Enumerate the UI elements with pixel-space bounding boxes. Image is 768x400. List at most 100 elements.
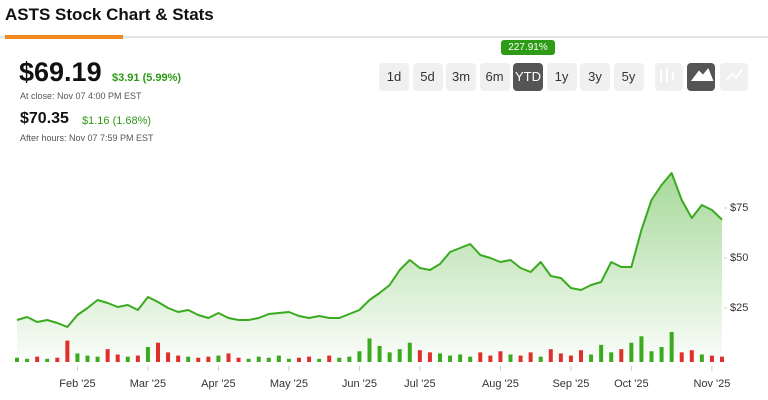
- volume-bar: [176, 355, 181, 362]
- x-tick-label: Nov '25: [693, 378, 730, 390]
- price-change: $3.91 (5.99%): [112, 72, 182, 84]
- volume-bar: [347, 356, 352, 362]
- volume-bar: [589, 354, 594, 362]
- candle-button[interactable]: [655, 63, 683, 91]
- volume-bar: [468, 356, 473, 362]
- volume-bar: [619, 349, 624, 362]
- volume-bar: [528, 352, 533, 362]
- volume-bar: [216, 355, 221, 362]
- volume-bar: [105, 349, 110, 362]
- after-change: $1.16 (1.68%): [82, 115, 152, 127]
- range-button[interactable]: 5d: [412, 63, 443, 91]
- volume-bar: [85, 355, 90, 362]
- y-tick-label: $25: [730, 302, 748, 314]
- volume-bar: [256, 356, 261, 362]
- x-tick-label: May '25: [270, 378, 308, 390]
- volume-bar: [407, 342, 412, 362]
- volume-bar: [538, 356, 543, 362]
- x-tick-label: Apr '25: [201, 378, 236, 390]
- volume-bar: [357, 351, 362, 362]
- divider: [0, 36, 768, 38]
- volume-bar: [75, 353, 80, 362]
- volume-bar: [438, 353, 442, 362]
- volume-bar: [599, 344, 604, 362]
- volume-bar: [35, 356, 40, 362]
- volume-bar: [246, 358, 251, 362]
- volume-bar: [639, 336, 644, 362]
- volume-bar: [276, 355, 281, 362]
- x-tick-label: Oct '25: [614, 378, 649, 390]
- volume-bar: [15, 357, 19, 362]
- volume-bar: [609, 352, 614, 362]
- volume-bar: [377, 345, 382, 362]
- range-button[interactable]: 5y: [613, 63, 644, 91]
- volume-bar: [307, 356, 312, 362]
- volume-bar: [367, 338, 372, 362]
- volume-bar: [327, 355, 332, 362]
- y-tick-label: $50: [730, 252, 748, 264]
- volume-bar: [518, 355, 523, 362]
- volume-bar: [649, 351, 654, 362]
- volume-bar: [427, 352, 432, 362]
- volume-bar: [629, 342, 634, 362]
- volume-bar: [659, 347, 664, 362]
- return-badge: 227.91%: [501, 40, 555, 55]
- volume-bar: [166, 352, 171, 362]
- volume-bar: [115, 354, 120, 362]
- after-time: After hours: Nov 07 7:59 PM EST: [20, 133, 154, 143]
- volume-bar: [65, 340, 70, 362]
- range-button[interactable]: 3m: [446, 63, 476, 91]
- after-price: $70.35: [20, 110, 69, 127]
- y-tick-label: $75: [730, 202, 748, 214]
- volume-bar: [478, 352, 483, 362]
- volume-bar: [25, 358, 30, 362]
- close-time: At close: Nov 07 4:00 PM EST: [20, 91, 142, 101]
- volume-bar: [135, 355, 140, 362]
- price-area: [17, 173, 722, 358]
- volume-bar: [145, 347, 150, 362]
- volume-bar: [337, 357, 342, 362]
- volume-bar: [458, 354, 463, 362]
- volume-bar: [488, 355, 493, 362]
- volume-bar: [95, 356, 100, 362]
- volume-bar: [196, 357, 201, 362]
- x-tick-label: Jul '25: [404, 378, 435, 390]
- volume-bar: [397, 349, 402, 362]
- x-tick-label: Aug '25: [482, 378, 519, 390]
- volume-bar: [297, 357, 301, 362]
- range-button[interactable]: 6m: [479, 63, 510, 91]
- volume-bar: [720, 356, 724, 362]
- range-button[interactable]: 3y: [580, 63, 610, 91]
- volume-bar: [417, 350, 422, 362]
- volume-bar: [186, 356, 191, 362]
- volume-bar: [689, 350, 694, 362]
- volume-bar: [156, 342, 160, 362]
- x-tick-label: Jun '25: [342, 378, 377, 390]
- range-button[interactable]: 1d: [379, 63, 409, 91]
- volume-bar: [448, 355, 453, 362]
- range-button[interactable]: 1y: [546, 63, 577, 91]
- volume-bar: [548, 349, 553, 362]
- x-tick-label: Feb '25: [59, 378, 95, 390]
- range-button[interactable]: YTD: [513, 63, 543, 91]
- volume-bar: [558, 353, 563, 362]
- volume-bar: [266, 357, 271, 362]
- volume-bar: [286, 358, 291, 362]
- volume-bar: [236, 357, 241, 362]
- volume-bar: [699, 354, 704, 362]
- volume-bar: [55, 357, 60, 362]
- volume-bar: [498, 351, 503, 362]
- volume-bar: [568, 355, 573, 362]
- price-line: [16, 172, 723, 328]
- volume-bar: [679, 352, 684, 362]
- volume-bar: [206, 356, 211, 362]
- tab-underline: [5, 35, 123, 39]
- volume-bar: [226, 353, 231, 362]
- x-tick-label: Sep '25: [552, 378, 589, 390]
- volume-bar: [387, 352, 392, 362]
- volume-bar: [125, 356, 130, 362]
- volume-bar: [508, 354, 513, 362]
- price: $69.19: [19, 57, 102, 87]
